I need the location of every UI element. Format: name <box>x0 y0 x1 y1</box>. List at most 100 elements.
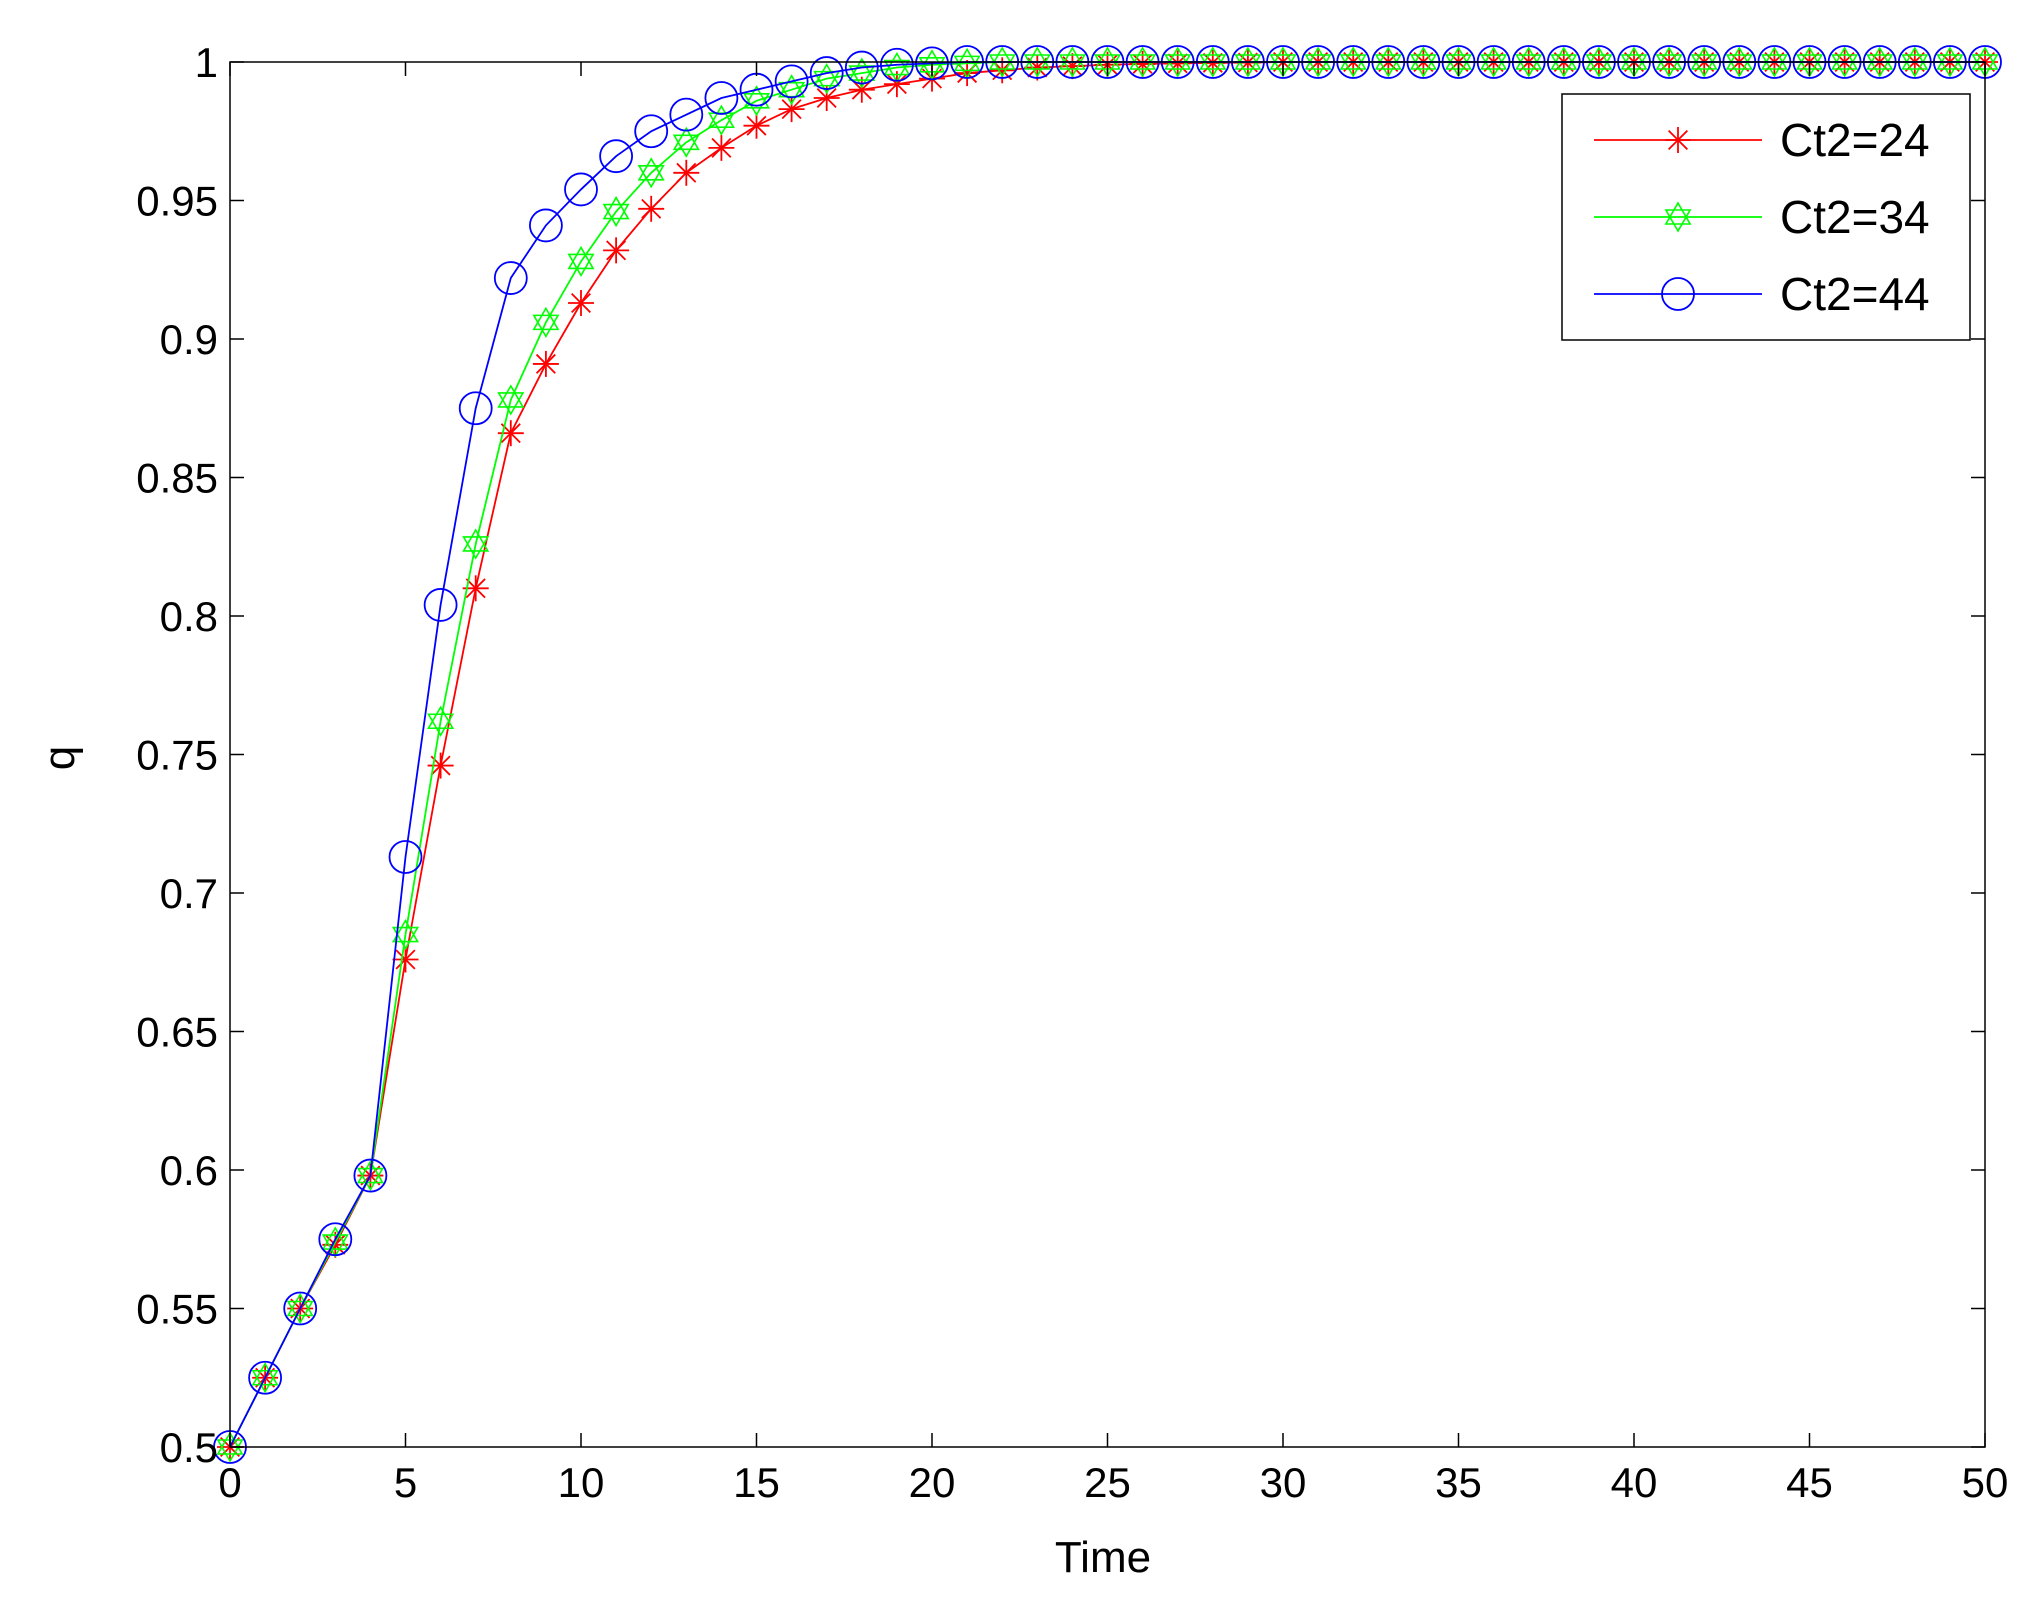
data-point <box>637 157 665 189</box>
data-point <box>564 172 598 207</box>
data-point <box>915 46 949 81</box>
data-point <box>1690 46 1718 78</box>
x-tick-label: 20 <box>909 1459 956 1506</box>
data-point <box>603 237 630 264</box>
data-point <box>1585 46 1613 78</box>
y-tick-label: 0.6 <box>160 1147 218 1194</box>
data-point <box>353 1158 388 1193</box>
y-axis-label: q <box>35 746 84 770</box>
data-point <box>532 350 559 377</box>
y-tick-label: 0.8 <box>160 593 218 640</box>
legend-label: Ct2=34 <box>1780 191 1930 243</box>
data-point <box>774 64 809 99</box>
data-point <box>286 1292 314 1325</box>
y-tick-label: 0.95 <box>136 178 218 225</box>
legend-marker <box>1661 277 1695 311</box>
y-tick-label: 1 <box>195 39 218 86</box>
data-point <box>458 391 493 426</box>
legend-entry: Ct2=24 <box>1594 114 1930 166</box>
data-point <box>497 420 524 447</box>
data-point <box>392 946 419 973</box>
data-point <box>602 195 630 228</box>
data-point <box>988 46 1016 78</box>
data-point <box>638 195 665 222</box>
legend-label: Ct2=44 <box>1780 268 1930 320</box>
data-point <box>532 306 560 338</box>
data-point <box>1936 46 1964 78</box>
data-point <box>880 47 914 82</box>
data-point <box>634 114 669 149</box>
data-point <box>497 384 525 416</box>
x-tick-label: 30 <box>1260 1459 1307 1506</box>
x-axis-label: Time <box>1055 1533 1151 1582</box>
data-point <box>883 71 910 98</box>
x-tick-label: 45 <box>1786 1459 1833 1506</box>
y-tick-label: 0.85 <box>136 455 218 502</box>
data-point <box>1304 46 1332 78</box>
data-point <box>1760 46 1788 78</box>
data-point <box>1339 46 1367 78</box>
data-point <box>1023 46 1051 78</box>
x-tick-label: 15 <box>733 1459 780 1506</box>
data-point <box>1234 46 1262 78</box>
axes-layer: 0 5 10 15 20 25 30 35 40 45 50 0.5 0.55 0.6 0.65 0.7 0.7… <box>136 39 2008 1506</box>
data-point <box>599 139 633 174</box>
data-point <box>1655 46 1683 78</box>
y-tick-label: 0.5 <box>160 1424 218 1471</box>
data-point <box>1725 46 1753 78</box>
legend-label: Ct2=24 <box>1780 114 1930 166</box>
x-tick-label: 0 <box>218 1459 241 1506</box>
legend-marker <box>1664 201 1692 233</box>
x-tick-label: 40 <box>1611 1459 1658 1506</box>
data-point <box>1831 46 1859 78</box>
data-point <box>1374 46 1402 78</box>
data-point <box>423 588 458 622</box>
data-point <box>248 1360 283 1395</box>
data-point <box>283 1291 318 1326</box>
data-point <box>427 705 455 737</box>
data-point <box>778 96 805 123</box>
legend: Ct2=24 Ct2=34 Ct2=44 <box>1561 93 1971 341</box>
data-point <box>462 528 490 560</box>
data-point <box>391 918 420 951</box>
data-point <box>1550 46 1578 78</box>
data-point <box>388 840 423 874</box>
x-tick-label: 35 <box>1435 1459 1482 1506</box>
data-point <box>1515 46 1543 78</box>
data-point <box>1129 46 1157 78</box>
y-tick-label: 0.7 <box>160 870 218 917</box>
data-point <box>462 575 489 602</box>
data-point <box>743 112 770 139</box>
data-point <box>672 126 700 158</box>
data-point <box>1058 46 1086 78</box>
y-tick-label: 0.55 <box>136 1286 218 1333</box>
y-tick-label: 0.65 <box>136 1009 218 1056</box>
data-point <box>1901 46 1929 78</box>
data-point <box>318 1222 353 1257</box>
data-point <box>953 47 981 79</box>
data-point <box>251 1362 279 1394</box>
data-point <box>848 57 876 89</box>
data-point <box>704 81 739 115</box>
data-point <box>1199 46 1227 78</box>
data-point <box>1866 46 1894 78</box>
data-point <box>809 56 844 90</box>
data-point <box>568 289 594 316</box>
series-Ct2=34 <box>216 46 1999 1463</box>
y-tick-label: 0.75 <box>136 732 218 779</box>
legend-marker <box>1665 127 1691 153</box>
data-point <box>321 1226 349 1258</box>
legend-entry: Ct2=34 <box>1594 191 1930 243</box>
data-point <box>493 261 528 295</box>
data-point <box>1164 46 1192 78</box>
y-tick-label: 0.9 <box>160 316 218 363</box>
data-point <box>673 159 700 186</box>
data-point <box>567 245 595 278</box>
x-tick-label: 50 <box>1962 1459 2009 1506</box>
data-point <box>848 76 875 103</box>
data-point <box>844 50 879 85</box>
data-point <box>1409 46 1437 78</box>
x-tick-label: 25 <box>1084 1459 1131 1506</box>
data-point <box>669 97 704 132</box>
data-point <box>1480 46 1508 78</box>
